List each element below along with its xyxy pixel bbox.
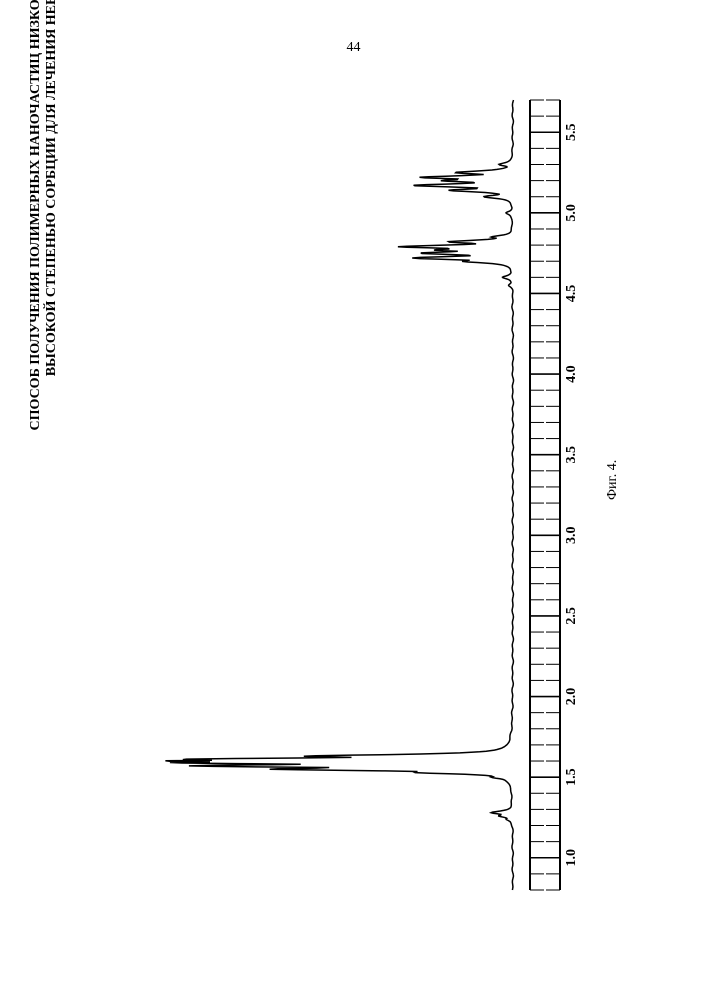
title-line-1: СПОСОБ ПОЛУЧЕНИЯ ПОЛИМЕРНЫХ НАНОЧАСТИЦ Н… (28, 0, 43, 430)
spectrum-trace (165, 100, 513, 890)
figure-caption: Фиг. 4. (605, 460, 621, 500)
axis-tick-label: 5.5 (564, 123, 579, 141)
axis-tick-label: 5.0 (564, 204, 579, 222)
axis-tick-label: 4.5 (564, 285, 579, 303)
axis-tick-label: 1.0 (564, 849, 579, 867)
page-number: 44 (347, 40, 361, 56)
axis-tick-label: 3.0 (564, 527, 579, 545)
axis-tick-label: 1.5 (564, 768, 579, 786)
title-line-2: ВЫСОКОЙ СТЕПЕНЬЮ СОРБЦИИ ДЛЯ ЛЕЧЕНИЯ НЕВ… (44, 0, 60, 500)
document-title: СПОСОБ ПОЛУЧЕНИЯ ПОЛИМЕРНЫХ НАНОЧАСТИЦ Н… (28, 0, 60, 500)
axis-tick-label: 3.5 (564, 446, 579, 464)
nmr-spectrum-chart: 5.5 5.0 4.5 4.0 3.5 3.0 2.5 2.0 1.5 1.0 (150, 90, 590, 910)
axis-tick-label: 2.5 (564, 607, 579, 625)
axis-tick-label: 2.0 (564, 688, 579, 706)
axis-tick-label: 4.0 (564, 365, 579, 383)
